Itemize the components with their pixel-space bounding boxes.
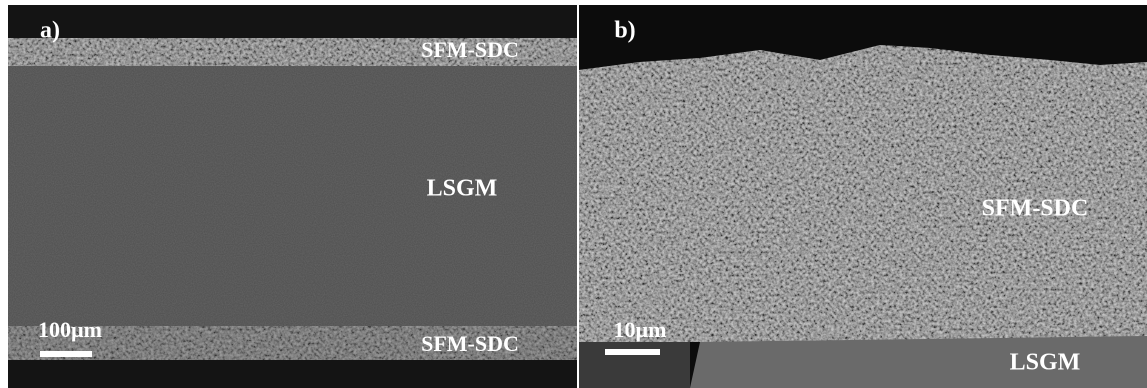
layer-label: SFM-SDC: [421, 331, 519, 356]
panel-label: a): [40, 18, 60, 44]
scale-label: 10µm: [613, 317, 666, 342]
layer-label: SFM-SDC: [982, 196, 1089, 222]
porous-texture: [579, 45, 1147, 342]
panel-a: a) SFM-SDC LSGM SFM-SDC 100µm: [8, 5, 577, 388]
scale-bar: [605, 349, 660, 355]
sem-figure: a) SFM-SDC LSGM SFM-SDC 100µm b) SFM-SDC…: [0, 0, 1147, 388]
scale-bar: [40, 351, 92, 357]
layer-label: LSGM: [1010, 350, 1081, 376]
layer-label: SFM-SDC: [421, 37, 519, 62]
layer-label: LSGM: [427, 176, 498, 202]
substrate-edge: [579, 342, 690, 388]
panel-b: b) SFM-SDC LSGM 10µm: [579, 5, 1147, 388]
panel-label: b): [614, 18, 635, 44]
scale-label: 100µm: [38, 317, 102, 342]
